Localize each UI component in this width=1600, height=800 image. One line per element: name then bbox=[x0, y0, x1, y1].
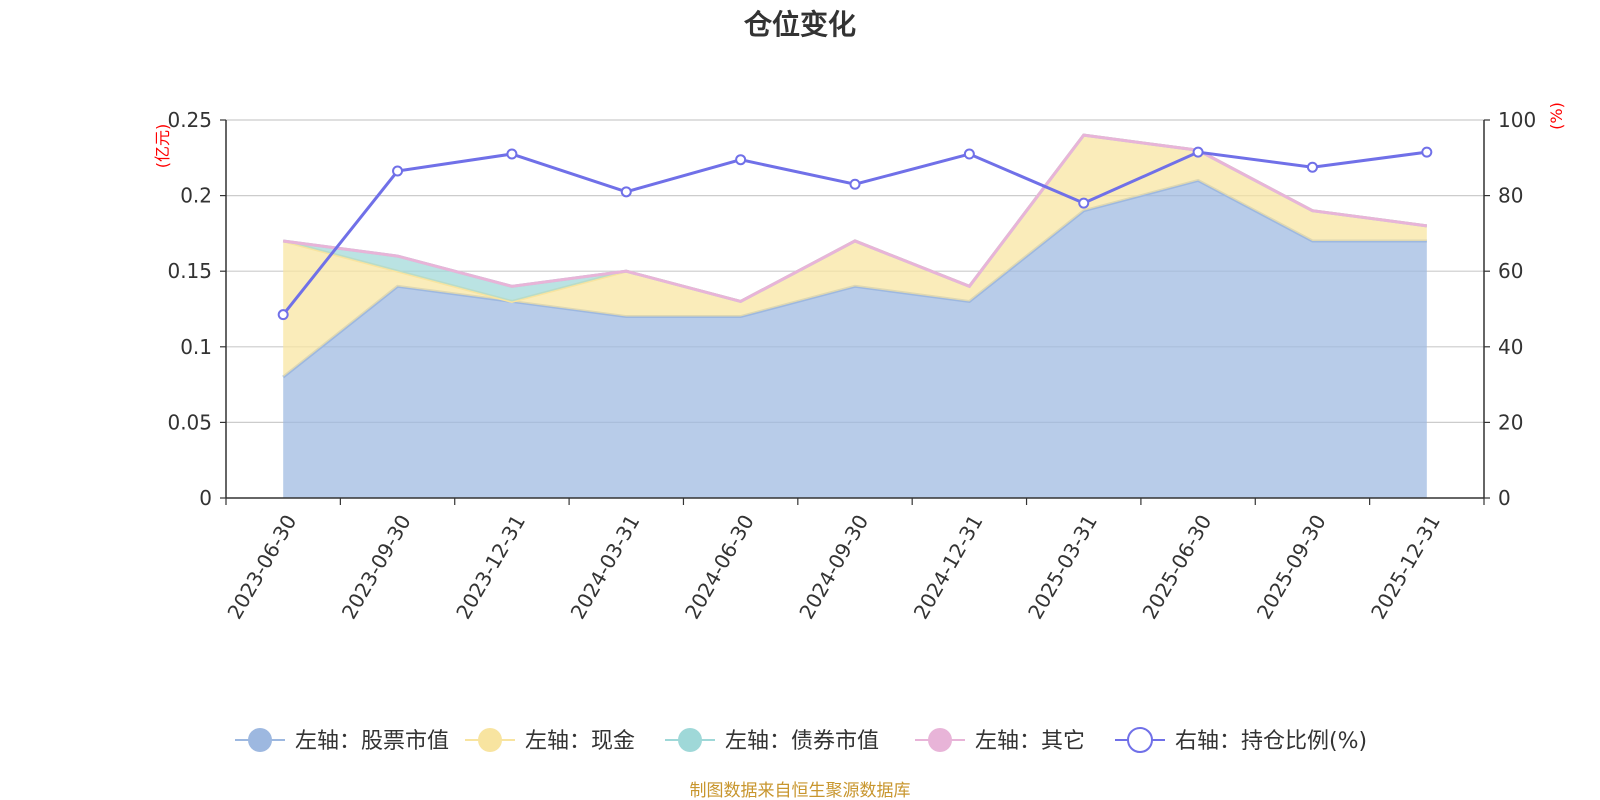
chart-title: 仓位变化 bbox=[744, 8, 856, 41]
legend-marker bbox=[248, 728, 272, 752]
x-axis-label: 2025-03-31 bbox=[1023, 511, 1102, 624]
x-axis-label: 2024-03-31 bbox=[566, 511, 645, 624]
right-axis-tick-label: 60 bbox=[1498, 259, 1523, 283]
x-axis-label: 2025-06-30 bbox=[1137, 511, 1216, 624]
x-axis-label: 2025-12-31 bbox=[1366, 511, 1445, 624]
right-axis-tick-label: 0 bbox=[1498, 486, 1511, 510]
area-左轴：现金 bbox=[283, 135, 1427, 378]
ratio-point bbox=[392, 165, 404, 177]
ratio-point bbox=[1192, 146, 1204, 158]
x-axis-label: 2024-06-30 bbox=[680, 511, 759, 624]
legend-item: 右轴：持仓比例(%) bbox=[1115, 727, 1367, 754]
area-edge-左轴：其它 bbox=[282, 133, 1428, 304]
ratio-point bbox=[735, 154, 747, 166]
left-axis-tick-label: 0 bbox=[199, 486, 212, 510]
x-axis-label: 2023-06-30 bbox=[222, 511, 301, 624]
ratio-point bbox=[1421, 146, 1433, 158]
stacked-areas bbox=[282, 133, 1428, 499]
legend-label: 左轴：其它 bbox=[975, 729, 1085, 754]
right-axis-tick-label: 80 bbox=[1498, 184, 1523, 208]
ratio-point bbox=[277, 309, 289, 321]
left-axis-tick-label: 0.15 bbox=[167, 259, 212, 283]
legend: 左轴：股票市值 左轴：现金 左轴：债券市值 左轴：其它 右轴：持仓比例(%) bbox=[235, 727, 1367, 754]
left-axis-tick-label: 0.25 bbox=[167, 108, 212, 132]
legend-marker bbox=[928, 728, 952, 752]
legend-item: 左轴：股票市值 bbox=[235, 728, 449, 754]
x-axis-label: 2024-09-30 bbox=[794, 511, 873, 624]
area-左轴：股票市值 bbox=[283, 180, 1427, 499]
right-axis-unit: (%) bbox=[1547, 102, 1566, 130]
legend-marker bbox=[1127, 727, 1153, 753]
right-axis-tick-label: 20 bbox=[1498, 410, 1523, 434]
legend-item: 左轴：其它 bbox=[915, 728, 1085, 754]
right-axis-tick-label: 100 bbox=[1498, 108, 1536, 132]
x-axis-label: 2024-12-31 bbox=[909, 511, 988, 624]
left-axis-unit: (亿元) bbox=[153, 124, 172, 169]
legend-label: 左轴：现金 bbox=[525, 729, 635, 754]
ratio-point bbox=[506, 148, 518, 160]
legend-item: 左轴：现金 bbox=[465, 728, 635, 754]
ratio-point bbox=[1078, 197, 1090, 209]
ratio-point bbox=[620, 186, 632, 198]
ratio-point bbox=[1306, 161, 1318, 173]
left-axis-tick-label: 0.05 bbox=[167, 410, 212, 434]
x-axis-label: 2023-12-31 bbox=[451, 510, 530, 623]
legend-item: 左轴：债券市值 bbox=[665, 728, 879, 754]
legend-label: 左轴：股票市值 bbox=[295, 729, 449, 754]
holding-ratio-line bbox=[277, 146, 1433, 321]
legend-label: 右轴：持仓比例(%) bbox=[1175, 729, 1367, 754]
legend-marker bbox=[678, 728, 702, 752]
ratio-point bbox=[963, 148, 975, 160]
ratio-point bbox=[849, 178, 861, 190]
legend-marker bbox=[478, 728, 502, 752]
left-axis-tick-label: 0.2 bbox=[180, 184, 212, 208]
x-axis-label: 2023-09-30 bbox=[337, 510, 416, 623]
left-axis-tick-label: 0.1 bbox=[180, 335, 212, 359]
legend-label: 左轴：债券市值 bbox=[725, 729, 879, 754]
x-axis-label: 2025-09-30 bbox=[1252, 511, 1331, 624]
right-axis-tick-label: 40 bbox=[1498, 335, 1523, 359]
data-source-note: 制图数据来自恒生聚源数据库 bbox=[690, 781, 911, 800]
